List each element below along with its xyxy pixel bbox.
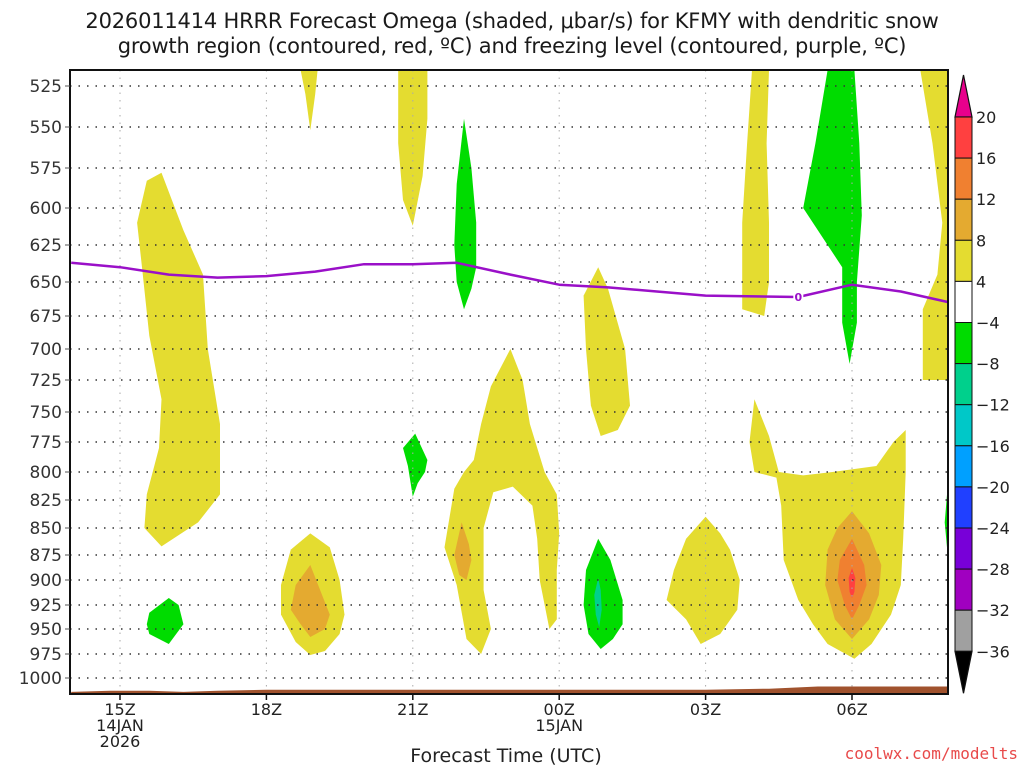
omega-region-green-1 — [454, 118, 477, 310]
x-tick-date: 15JAN — [535, 716, 583, 735]
colorbar-tick-label: −36 — [976, 642, 1010, 661]
y-tick-label: 550 — [30, 118, 62, 138]
plot-frame — [69, 69, 949, 695]
y-tick-label: 950 — [30, 620, 62, 640]
y-tick-label: 725 — [30, 371, 62, 391]
omega-region-orange-lump-1 — [290, 565, 330, 637]
omega-region-green-3 — [146, 598, 184, 644]
y-tick-label: 675 — [30, 307, 62, 327]
terrain — [71, 686, 948, 693]
colorbar-tick-label: 16 — [976, 149, 996, 168]
colorbar-bin — [954, 486, 973, 529]
colorbar-bin — [954, 198, 973, 241]
y-tick-label: 700 — [30, 340, 62, 360]
y-tick-label: 775 — [30, 433, 62, 453]
freezing-level-label: 0 — [794, 291, 802, 304]
colorbar-tick-label: −28 — [976, 560, 1010, 579]
omega-region-green-4 — [583, 538, 623, 649]
colorbar-tick-label: 8 — [976, 231, 986, 250]
omega-region-yellow-mid — [583, 267, 630, 436]
colorbar-bin — [954, 322, 973, 365]
y-tick-label: 825 — [30, 491, 62, 511]
omega-region-yellow-arch — [444, 349, 560, 654]
colorbar-tick-label: −32 — [976, 601, 1010, 620]
y-tick-label: 1000 — [19, 669, 62, 689]
omega-region-teal-4 — [594, 578, 602, 628]
x-tick-date: 14JAN — [96, 716, 144, 735]
colorbar-tick-label: −16 — [976, 437, 1010, 456]
colorbar-tick-label: 4 — [976, 272, 986, 291]
omega-region-orange-arch — [454, 522, 472, 580]
colorbar-bin — [954, 404, 973, 447]
x-tick-label: 21Z — [397, 700, 428, 719]
colorbar-tick-label: 12 — [976, 190, 996, 209]
y-tick-label: 750 — [30, 403, 62, 423]
colorbar-tick-label: −4 — [976, 314, 1000, 333]
colorbar-bin — [954, 527, 973, 570]
colorbar-tick-label: −20 — [976, 478, 1010, 497]
colorbar-bin — [954, 609, 973, 652]
x-tick-label: 15Z — [104, 700, 135, 719]
colorbar-bin — [954, 280, 973, 323]
x-tick-label: 00Z — [544, 700, 575, 719]
y-tick-label: 900 — [30, 571, 62, 591]
colorbar-tick-label: −8 — [976, 355, 1000, 374]
omega-region-yellow-col-2 — [742, 71, 769, 316]
x-tick-label: 03Z — [690, 700, 721, 719]
y-tick-label: 600 — [30, 199, 62, 219]
x-tick-label: 18Z — [251, 700, 282, 719]
colorbar-tick-label: −12 — [976, 396, 1010, 415]
omega-region-green-5 — [803, 71, 862, 364]
omega-region-green-2 — [403, 433, 428, 497]
colorbar-bin-top — [954, 74, 973, 118]
omega-region-yellow-big — [749, 399, 906, 659]
x-tick-label: 06Z — [836, 700, 867, 719]
omega-region-yellow-lump-2 — [666, 516, 740, 644]
x-tick-year: 2026 — [100, 732, 141, 751]
freezing-level-label-bg — [793, 289, 804, 303]
colorbar-bin — [954, 157, 973, 200]
omega-region-yellow-right — [920, 71, 948, 380]
freezing-level-contour: 0 — [71, 261, 948, 304]
colorbar-bin — [954, 363, 973, 406]
grid-lines — [70, 70, 948, 694]
colorbar-bin — [954, 445, 973, 488]
credit-link[interactable]: coolwx.com/modelts — [845, 744, 1018, 763]
colorbar-tick-label: −24 — [976, 519, 1010, 538]
omega-region-yellow-top-2 — [398, 71, 428, 226]
y-tick-label: 800 — [30, 463, 62, 483]
y-tick-label: 850 — [30, 519, 62, 539]
y-tick-label: 625 — [30, 236, 62, 256]
colorbar-bin — [954, 239, 973, 282]
colorbar: 20 16 12 8 4 −4 −8 −12 −16 −20 −24 −28 −32 −36 — [954, 74, 1010, 694]
y-tick-label: 575 — [30, 159, 62, 179]
omega-shading — [137, 71, 948, 659]
y-tick-label: 875 — [30, 546, 62, 566]
terrain-fill — [71, 686, 948, 693]
x-axis-label: Forecast Time (UTC) — [410, 745, 601, 767]
y-axis: 525 550 575 600 625 650 675 700 725 750 775 800 825 8… — [19, 77, 70, 689]
y-tick-label: 525 — [30, 77, 62, 97]
omega-region-green-edge — [944, 492, 948, 551]
omega-region-yellow-top-1 — [300, 71, 318, 131]
colorbar-tick-label: 20 — [976, 108, 996, 127]
chart-title-line-2: growth region (contoured, red, ºC) and f… — [117, 34, 907, 58]
colorbar-bin — [954, 568, 973, 611]
omega-region-red-big — [848, 568, 856, 598]
y-tick-label: 975 — [30, 645, 62, 665]
colorbar-bin — [954, 116, 973, 159]
y-tick-label: 650 — [30, 273, 62, 293]
colorbar-bin-bottom — [954, 650, 973, 694]
omega-region-yellow-col-1 — [137, 172, 220, 547]
freezing-level-line — [71, 261, 948, 304]
y-tick-label: 925 — [30, 596, 62, 616]
chart-title-line-1: 2026011414 HRRR Forecast Omega (shaded, … — [85, 9, 939, 33]
